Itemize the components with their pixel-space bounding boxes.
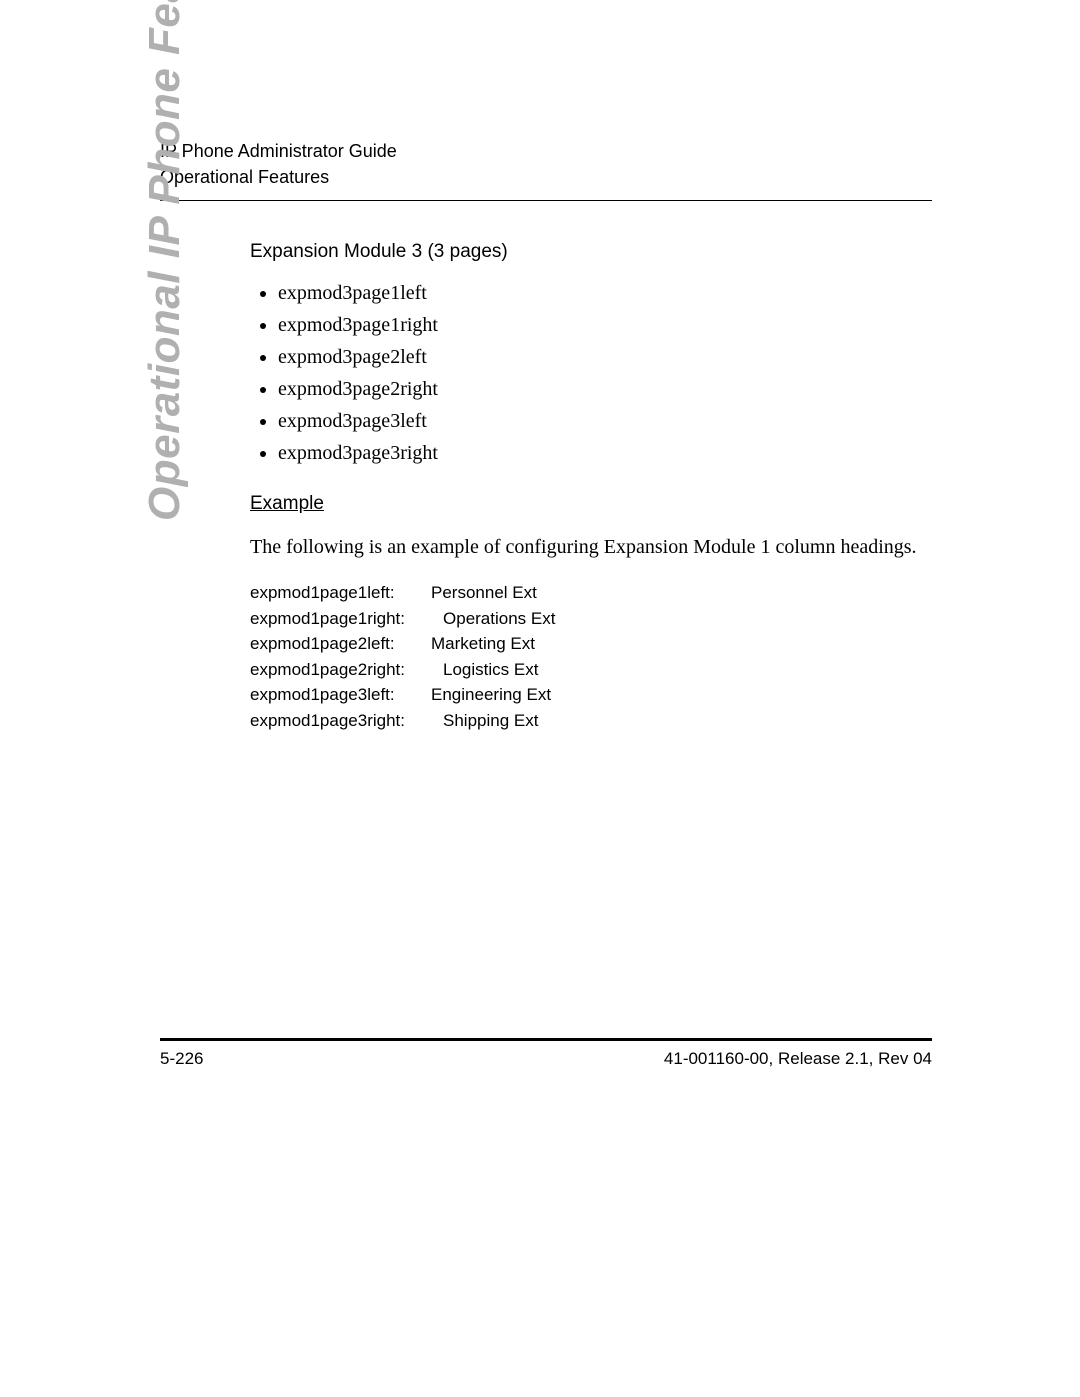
config-key: expmod1page2right: xyxy=(250,657,423,683)
example-description: The following is an example of configuri… xyxy=(250,533,932,562)
config-value: Engineering Ext xyxy=(423,682,555,708)
example-config-table: expmod1page1left: Personnel Ext expmod1p… xyxy=(250,580,555,733)
config-key: expmod1page2left: xyxy=(250,631,423,657)
table-row: expmod1page1right: Operations Ext xyxy=(250,606,555,632)
module-page-list: expmod3page1left expmod3page1right expmo… xyxy=(250,277,932,469)
list-item: expmod3page1right xyxy=(278,309,932,341)
list-item: expmod3page1left xyxy=(278,277,932,309)
header-line-1: IP Phone Administrator Guide xyxy=(160,138,932,164)
config-value: Marketing Ext xyxy=(423,631,555,657)
table-row: expmod1page3left: Engineering Ext xyxy=(250,682,555,708)
config-value: Shipping Ext xyxy=(423,708,555,734)
table-row: expmod1page2right: Logistics Ext xyxy=(250,657,555,683)
config-key: expmod1page1left: xyxy=(250,580,423,606)
header-rule xyxy=(160,200,932,201)
section-title: Expansion Module 3 (3 pages) xyxy=(250,241,932,263)
page-footer: 5-226 41-001160-00, Release 2.1, Rev 04 xyxy=(160,1038,932,1069)
table-row: expmod1page1left: Personnel Ext xyxy=(250,580,555,606)
footer-row: 5-226 41-001160-00, Release 2.1, Rev 04 xyxy=(160,1049,932,1069)
config-key: expmod1page3left: xyxy=(250,682,423,708)
side-chapter-title: Operational IP Phone Features xyxy=(140,0,190,521)
table-row: expmod1page2left: Marketing Ext xyxy=(250,631,555,657)
example-heading: Example xyxy=(250,493,932,515)
list-item: expmod3page3left xyxy=(278,405,932,437)
config-value: Logistics Ext xyxy=(423,657,555,683)
config-key: expmod1page3right: xyxy=(250,708,423,734)
config-value: Personnel Ext xyxy=(423,580,555,606)
footer-rule xyxy=(160,1038,932,1041)
page-number: 5-226 xyxy=(160,1049,203,1069)
document-page: Operational IP Phone Features IP Phone A… xyxy=(0,0,1080,1397)
doc-id: 41-001160-00, Release 2.1, Rev 04 xyxy=(664,1049,932,1069)
table-row: expmod1page3right: Shipping Ext xyxy=(250,708,555,734)
list-item: expmod3page2left xyxy=(278,341,932,373)
header-line-2: Operational Features xyxy=(160,164,932,190)
config-value: Operations Ext xyxy=(423,606,555,632)
content-area: Expansion Module 3 (3 pages) expmod3page… xyxy=(250,241,932,733)
list-item: expmod3page3right xyxy=(278,437,932,469)
list-item: expmod3page2right xyxy=(278,373,932,405)
running-header: IP Phone Administrator Guide Operational… xyxy=(160,138,932,190)
side-chapter-title-text: Operational IP Phone Features xyxy=(140,0,189,521)
config-key: expmod1page1right: xyxy=(250,606,423,632)
